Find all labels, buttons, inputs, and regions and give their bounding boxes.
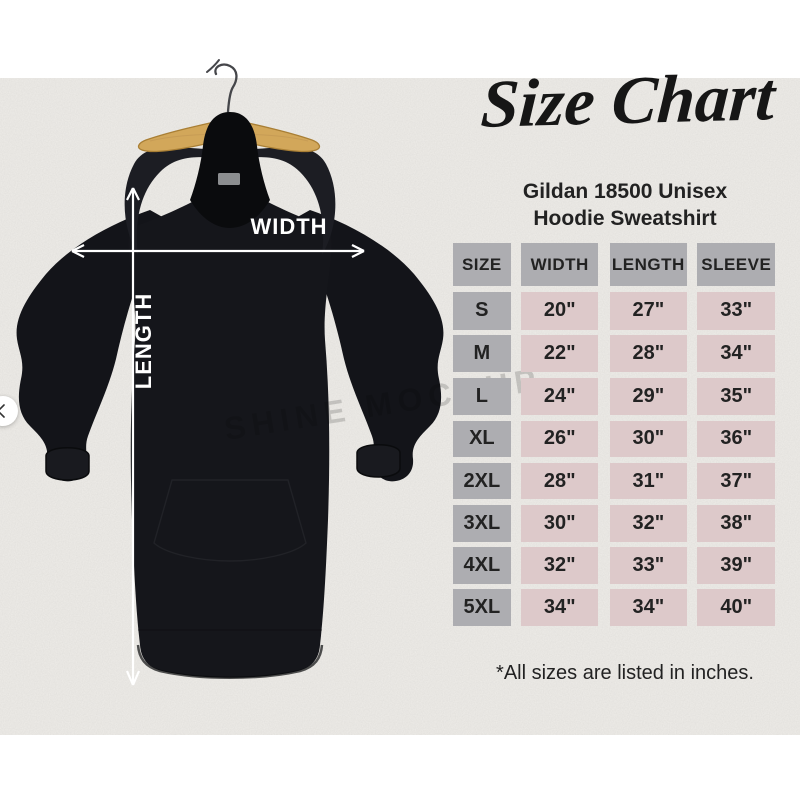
svg-text:WIDTH: WIDTH (250, 214, 327, 239)
svg-text:LENGTH: LENGTH (131, 293, 156, 389)
